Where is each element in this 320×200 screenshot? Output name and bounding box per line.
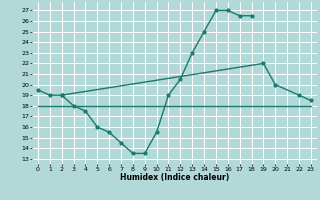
X-axis label: Humidex (Indice chaleur): Humidex (Indice chaleur) xyxy=(120,173,229,182)
